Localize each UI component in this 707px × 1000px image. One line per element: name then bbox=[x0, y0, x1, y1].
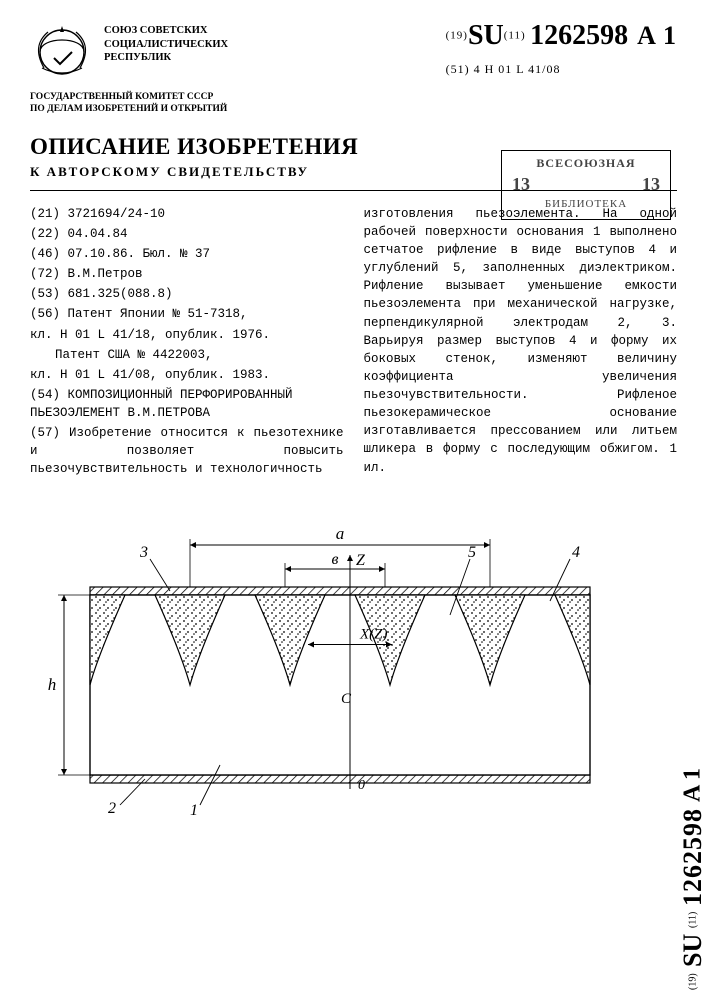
svg-text:1: 1 bbox=[190, 802, 198, 819]
svg-text:0: 0 bbox=[358, 778, 365, 793]
field-22: (22) 04.04.84 bbox=[30, 225, 344, 243]
ipc-prefix: (51) 4 bbox=[446, 62, 481, 76]
stamp-line-3: БИБЛИОТЕКА bbox=[502, 197, 670, 212]
right-column: изготовления пьезоэлемента. На одной раб… bbox=[364, 205, 678, 481]
field-21: (21) 3721694/24-10 bbox=[30, 205, 344, 223]
side-11: (11) bbox=[688, 912, 699, 928]
library-stamp: ВСЕСОЮЗНАЯ 13 13 БИБЛИОТЕКА bbox=[501, 150, 671, 220]
side-19: (19) bbox=[688, 973, 699, 990]
svg-text:Z: Z bbox=[356, 552, 366, 569]
svg-text:X(Z): X(Z) bbox=[359, 626, 388, 642]
publication-number: 1262598 bbox=[530, 20, 628, 51]
field-57-left: (57) Изобретение относится к пьезотехник… bbox=[30, 424, 344, 478]
country-code: SU bbox=[468, 20, 504, 51]
field-46: (46) 07.10.86. Бюл. № 37 bbox=[30, 245, 344, 263]
side-country: SU bbox=[678, 934, 707, 967]
figure: Z X(Z) C 0 aв h 3 5 4 2 1 bbox=[30, 507, 677, 837]
field-56-d: кл. H 01 L 41/08, опублик. 1983. bbox=[30, 366, 344, 384]
union-label: СОЮЗ СОВЕТСКИХ СОЦИАЛИСТИЧЕСКИХ РЕСПУБЛИ… bbox=[104, 18, 436, 65]
ipc-code: H 01 L 41/08 bbox=[485, 62, 561, 76]
stamp-line-2: 13 13 bbox=[502, 172, 670, 197]
svg-text:3: 3 bbox=[139, 544, 148, 561]
svg-text:4: 4 bbox=[572, 544, 580, 561]
svg-text:C: C bbox=[341, 691, 352, 707]
stamp-right-num: 13 bbox=[642, 172, 660, 197]
svg-text:в: в bbox=[332, 551, 339, 568]
state-emblem-icon bbox=[30, 18, 94, 82]
field-53: (53) 681.325(088.8) bbox=[30, 285, 344, 303]
page: СОЮЗ СОВЕТСКИХ СОЦИАЛИСТИЧЕСКИХ РЕСПУБЛИ… bbox=[0, 0, 707, 1000]
publication-block: (19)SU(11) 1262598 A 1 (51) 4 H 01 L 41/… bbox=[446, 18, 677, 77]
field-56-a: (56) Патент Японии № 51-7318, bbox=[30, 305, 344, 323]
publication-code: (19)SU(11) 1262598 A 1 bbox=[446, 20, 677, 52]
svg-text:5: 5 bbox=[468, 544, 476, 561]
field-56-b: кл. H 01 L 41/18, опублик. 1976. bbox=[30, 326, 344, 344]
left-column: (21) 3721694/24-10 (22) 04.04.84 (46) 07… bbox=[30, 205, 344, 481]
field-72: (72) В.М.Петров bbox=[30, 265, 344, 283]
field-11-label: (11) bbox=[504, 29, 526, 41]
stamp-left-num: 13 bbox=[512, 172, 530, 197]
field-56-c: Патент США № 4422003, bbox=[30, 346, 344, 364]
side-publication-code: (19) SU (11) 1262598 A 1 bbox=[679, 430, 707, 990]
side-kind: A 1 bbox=[680, 768, 707, 802]
field-19-label: (19) bbox=[446, 29, 468, 41]
side-number: 1262598 bbox=[678, 808, 707, 906]
body-columns: (21) 3721694/24-10 (22) 04.04.84 (46) 07… bbox=[30, 205, 677, 481]
kind-code: A 1 bbox=[637, 21, 677, 50]
svg-text:a: a bbox=[336, 524, 345, 543]
ipc-class: (51) 4 H 01 L 41/08 bbox=[446, 62, 677, 77]
field-54-title: (54) КОМПОЗИЦИОННЫЙ ПЕРФОРИРОВАННЫЙ ПЬЕЗ… bbox=[30, 386, 344, 422]
stamp-line-1: ВСЕСОЮЗНАЯ bbox=[502, 155, 670, 172]
abstract-text: изготовления пьезоэлемента. На одной раб… bbox=[364, 205, 678, 477]
svg-text:h: h bbox=[48, 675, 57, 694]
committee-label: ГОСУДАРСТВЕННЫЙ КОМИТЕТ СССР ПО ДЕЛАМ ИЗ… bbox=[30, 92, 677, 116]
svg-text:2: 2 bbox=[108, 800, 116, 817]
header-row: СОЮЗ СОВЕТСКИХ СОЦИАЛИСТИЧЕСКИХ РЕСПУБЛИ… bbox=[30, 18, 677, 82]
